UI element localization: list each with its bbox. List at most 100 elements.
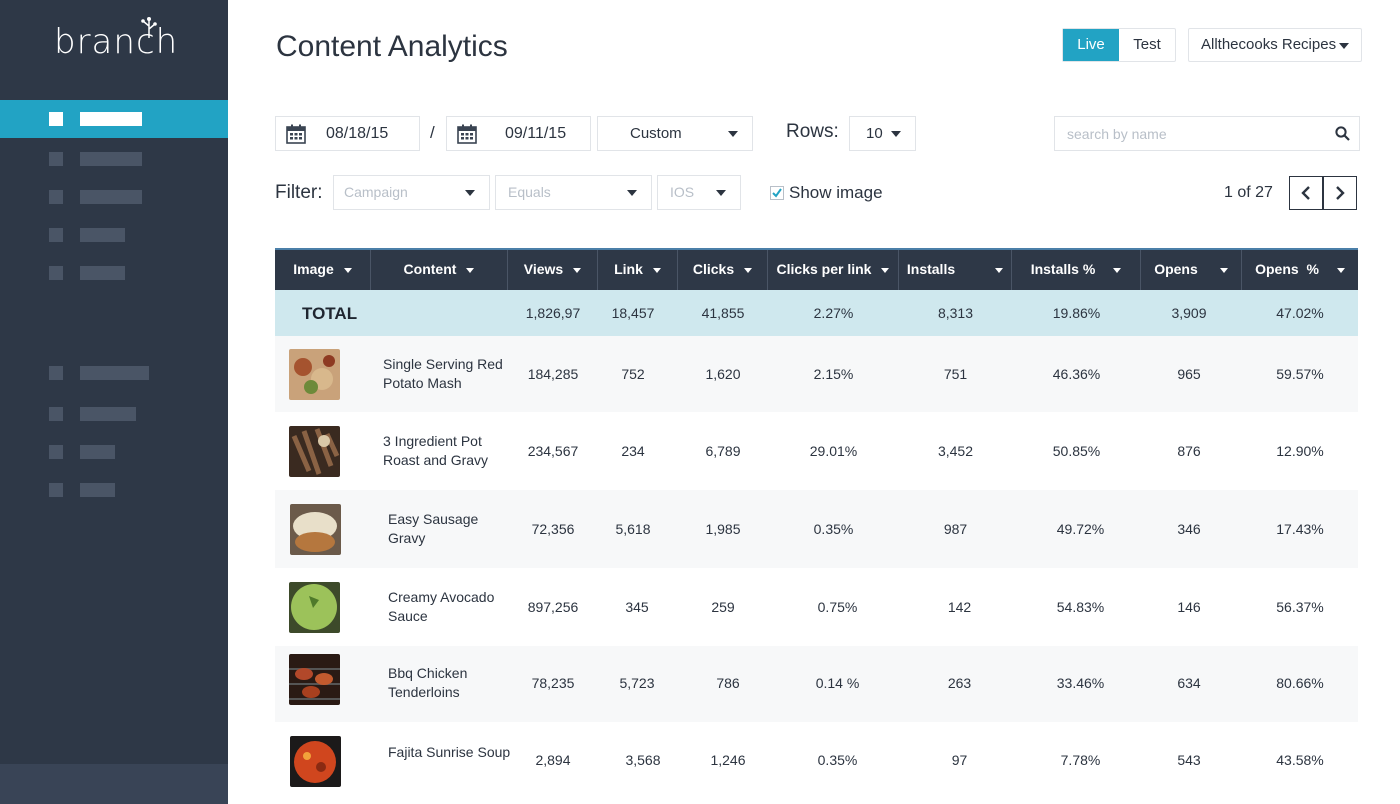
- installs-pct-cell: 49.72%: [1056, 521, 1105, 537]
- rows-select-value: 10: [866, 125, 883, 142]
- column-header-views[interactable]: Views: [508, 250, 598, 290]
- platform-select[interactable]: IOS: [657, 175, 741, 210]
- live-button[interactable]: Live: [1063, 29, 1119, 61]
- views-cell: 897,256: [527, 599, 579, 615]
- clicks-cell: 786: [716, 675, 740, 691]
- chevron-right-icon: [1336, 186, 1345, 200]
- sidebar-item-2[interactable]: [0, 140, 228, 178]
- chevron-down-icon: [465, 190, 475, 196]
- column-header-installs-pct[interactable]: Installs %: [1012, 250, 1141, 290]
- table-row[interactable]: Fajita Sunrise Soup 2,894 3,568 1,246 0.…: [275, 722, 1358, 802]
- opens-pct-cell: 43.58%: [1276, 752, 1324, 768]
- table-row[interactable]: Creamy Avocado Sauce 897,256 345 259 0.7…: [275, 568, 1358, 646]
- chevron-down-icon: [995, 267, 1004, 273]
- column-header-opens[interactable]: Opens: [1141, 250, 1242, 290]
- column-header-clicks-per-link[interactable]: Clicks per link: [768, 250, 899, 290]
- chevron-down-icon: [343, 267, 352, 273]
- column-label: Opens: [1154, 261, 1198, 277]
- sidebar-item-label: [80, 366, 149, 380]
- total-link: 18,457: [611, 305, 655, 321]
- column-header-opens-pct[interactable]: Opens %: [1242, 250, 1358, 290]
- cpl-cell: 0.35%: [813, 521, 854, 537]
- opens-pct-cell: 12.90%: [1276, 443, 1324, 459]
- chevron-down-icon: [891, 131, 901, 137]
- installs-pct-cell: 54.83%: [1056, 599, 1105, 615]
- campaign-select-placeholder: Campaign: [344, 184, 408, 200]
- installs-pct-cell: 33.46%: [1056, 675, 1105, 691]
- brand-logo: branch: [54, 22, 179, 62]
- installs-cell: 97: [951, 752, 968, 768]
- sidebar-item-4[interactable]: [0, 216, 228, 254]
- start-date-field[interactable]: 08/18/15: [275, 116, 420, 151]
- column-label: Installs %: [1030, 261, 1096, 277]
- sidebar: branch: [0, 0, 228, 804]
- test-button[interactable]: Test: [1133, 36, 1161, 53]
- calendar-icon: [286, 124, 306, 144]
- column-label: Opens %: [1255, 261, 1319, 277]
- cpl-cell: 0.75%: [817, 599, 858, 615]
- opens-pct-cell: 56.37%: [1276, 599, 1324, 615]
- sidebar-item-7[interactable]: [0, 395, 228, 433]
- search-icon[interactable]: [1335, 126, 1350, 141]
- installs-cell: 987: [943, 521, 968, 537]
- cpl-cell: 29.01%: [809, 443, 858, 459]
- views-cell: 234,567: [527, 443, 579, 459]
- clicks-cell: 1,985: [705, 521, 741, 537]
- square-icon: [49, 190, 63, 204]
- column-label: Clicks per link: [776, 261, 872, 277]
- column-header-link[interactable]: Link: [598, 250, 678, 290]
- operator-select[interactable]: Equals: [495, 175, 652, 210]
- table-row[interactable]: Easy Sausage Gravy 72,356 5,618 1,985 0.…: [275, 490, 1358, 568]
- app-select[interactable]: Allthecooks Recipes: [1188, 28, 1362, 62]
- sidebar-item-label: [80, 407, 136, 421]
- square-icon: [49, 445, 63, 459]
- column-header-clicks[interactable]: Clicks: [678, 250, 768, 290]
- prev-page-button[interactable]: [1289, 176, 1323, 210]
- search-box: [1054, 116, 1360, 151]
- range-select[interactable]: Custom: [597, 116, 753, 151]
- search-input[interactable]: [1067, 123, 1327, 145]
- sidebar-item-9[interactable]: [0, 471, 228, 509]
- sidebar-item-label: [80, 445, 115, 459]
- rows-select[interactable]: 10: [849, 116, 916, 151]
- show-image-checkbox[interactable]: [770, 186, 784, 200]
- page-count: 1 of 27: [1224, 184, 1273, 201]
- total-opens: 3,909: [1171, 305, 1207, 321]
- installs-cell: 263: [947, 675, 972, 691]
- sidebar-item-1[interactable]: [0, 100, 228, 138]
- square-icon: [49, 228, 63, 242]
- recipe-thumbnail: [289, 349, 340, 400]
- installs-cell: 3,452: [937, 443, 974, 459]
- chevron-down-icon: [1219, 267, 1228, 273]
- sidebar-item-5[interactable]: [0, 254, 228, 292]
- next-page-button[interactable]: [1323, 176, 1357, 210]
- total-opens-pct: 47.02%: [1276, 305, 1324, 321]
- column-header-image[interactable]: Image: [275, 250, 371, 290]
- sidebar-footer: [0, 764, 228, 804]
- column-label: Clicks: [692, 261, 735, 277]
- clicks-cell: 1,620: [705, 366, 741, 382]
- content-table: Image Content Views Link Clicks Clicks p…: [275, 248, 1358, 787]
- operator-select-placeholder: Equals: [508, 184, 551, 200]
- campaign-select[interactable]: Campaign: [333, 175, 490, 210]
- table-row[interactable]: 3 Ingredient Pot Roast and Gravy 234,567…: [275, 412, 1358, 490]
- installs-pct-cell: 7.78%: [1060, 752, 1101, 768]
- content-name: Fajita Sunrise Soup: [388, 744, 511, 760]
- column-header-content[interactable]: Content: [371, 250, 508, 290]
- calendar-icon: [457, 124, 477, 144]
- views-cell: 184,285: [527, 366, 579, 382]
- table-header: Image Content Views Link Clicks Clicks p…: [275, 248, 1358, 290]
- opens-cell: 543: [1177, 752, 1201, 768]
- installs-pct-cell: 46.36%: [1052, 366, 1101, 382]
- column-header-installs[interactable]: Installs: [899, 250, 1012, 290]
- table-row[interactable]: Single Serving Red Potato Mash 184,285 7…: [275, 336, 1358, 412]
- sidebar-item-label: [80, 190, 142, 204]
- sidebar-item-3[interactable]: [0, 178, 228, 216]
- table-row[interactable]: Bbq Chicken Tenderloins 78,235 5,723 786…: [275, 646, 1358, 722]
- link-cell: 5,723: [619, 675, 655, 691]
- range-select-value: Custom: [630, 125, 682, 142]
- sidebar-item-8[interactable]: [0, 433, 228, 471]
- chevron-left-icon: [1301, 186, 1310, 200]
- sidebar-item-6[interactable]: [0, 354, 228, 392]
- end-date-field[interactable]: 09/11/15: [446, 116, 591, 151]
